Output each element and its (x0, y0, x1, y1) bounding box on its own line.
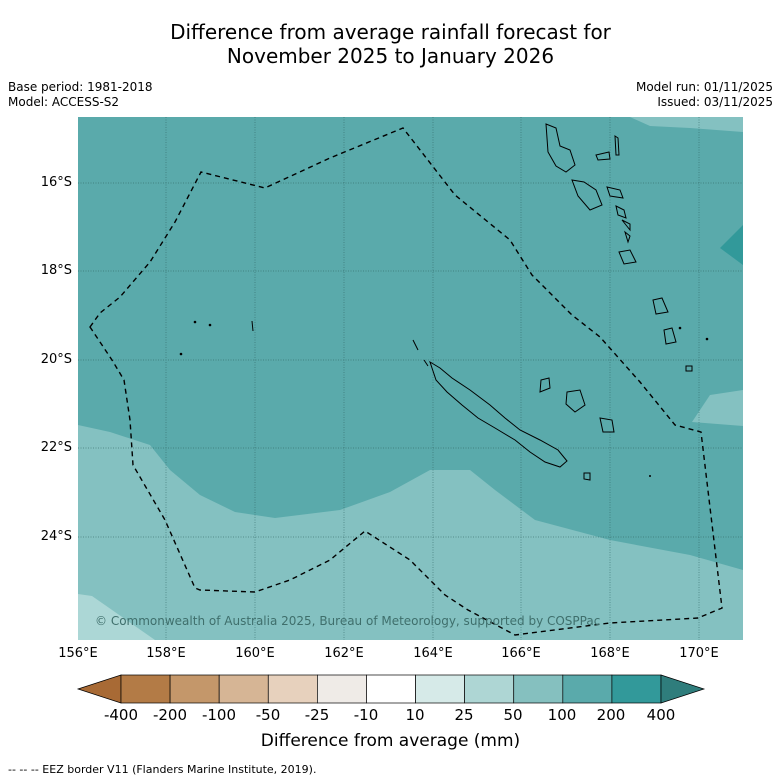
colorbar-tick-label: 100 (547, 706, 577, 724)
lon-label: 158°E (146, 646, 186, 661)
eez-border (89, 127, 723, 636)
colorbar-segment (562, 674, 613, 704)
title-line-2: November 2025 to January 2026 (226, 44, 555, 68)
model-name: Model: ACCESS-S2 (8, 95, 120, 109)
lon-label: 160°E (235, 646, 275, 661)
colorbar-segment (267, 674, 318, 704)
copyright-notice: © Commonwealth of Australia 2025, Bureau… (95, 614, 601, 628)
issued-date: Issued: 03/11/2025 (657, 95, 773, 109)
map-title: Difference from average rainfall forecas… (0, 20, 781, 68)
small-islets (179, 320, 709, 356)
lat-label: 22°S (40, 440, 72, 455)
title-line-1: Difference from average rainfall forecas… (170, 20, 611, 44)
colorbar-tick-label: -25 (304, 706, 330, 724)
belep-islets (412, 339, 429, 367)
colorbar-segment (415, 674, 465, 704)
lon-label: 166°E (501, 646, 541, 661)
colorbar-segment (366, 674, 416, 704)
colorbar-segment (464, 674, 515, 704)
model-run: Model run: 01/11/2025 (635, 80, 773, 94)
colorbar-tick-label: 10 (405, 706, 425, 724)
colorbar-tick-label: 25 (454, 706, 474, 724)
new-caledonia-island (429, 360, 568, 468)
rain-band-25-50-south (78, 425, 743, 640)
rain-band-10-25 (78, 594, 155, 640)
colorbar-extend-high (660, 674, 706, 704)
lon-label: 156°E (58, 646, 98, 661)
colorbar-segment (611, 674, 662, 704)
colorbar-segment (120, 674, 171, 704)
lon-label: 168°E (590, 646, 630, 661)
colorbar (76, 674, 706, 704)
colorbar-segment (317, 674, 367, 704)
meta-left: Base period: 1981-2018 Model: ACCESS-S2 (8, 80, 153, 110)
lat-label: 24°S (40, 529, 72, 544)
colorbar-segment (513, 674, 564, 704)
colorbar-tick-label: 50 (503, 706, 523, 724)
colorbar-extend-low (76, 674, 122, 704)
lon-label: 170°E (679, 646, 719, 661)
lat-label: 18°S (40, 263, 72, 278)
rain-band-25-50-east (692, 390, 743, 426)
lon-label: 164°E (413, 646, 453, 661)
rain-band-100-200 (720, 225, 743, 265)
colorbar-segment (169, 674, 220, 704)
rain-band-25-50-north (630, 117, 743, 132)
eez-legend-note: -- -- -- EEZ border V11 (Flanders Marine… (8, 763, 317, 776)
meta-right: Model run: 01/11/2025 Issued: 03/11/2025 (636, 80, 773, 110)
colorbar-title: Difference from average (mm) (260, 731, 521, 751)
lon-label: 162°E (324, 646, 364, 661)
colorbar-tick-label: 200 (596, 706, 626, 724)
base-period: Base period: 1981-2018 (8, 80, 153, 94)
vanuatu-islands (545, 123, 693, 372)
colorbar-tick-label: -200 (152, 706, 188, 724)
lat-label: 16°S (40, 175, 72, 190)
colorbar-tick-label: 400 (646, 706, 676, 724)
colorbar-tick-label: -100 (201, 706, 237, 724)
colorbar-tick-label: -50 (255, 706, 281, 724)
gridlines (78, 117, 743, 640)
lat-label: 20°S (40, 352, 72, 367)
colorbar-tick-label: -10 (353, 706, 379, 724)
colorbar-tick-label: -400 (103, 706, 139, 724)
colorbar-segment (218, 674, 269, 704)
loyalty-islands (539, 377, 615, 481)
